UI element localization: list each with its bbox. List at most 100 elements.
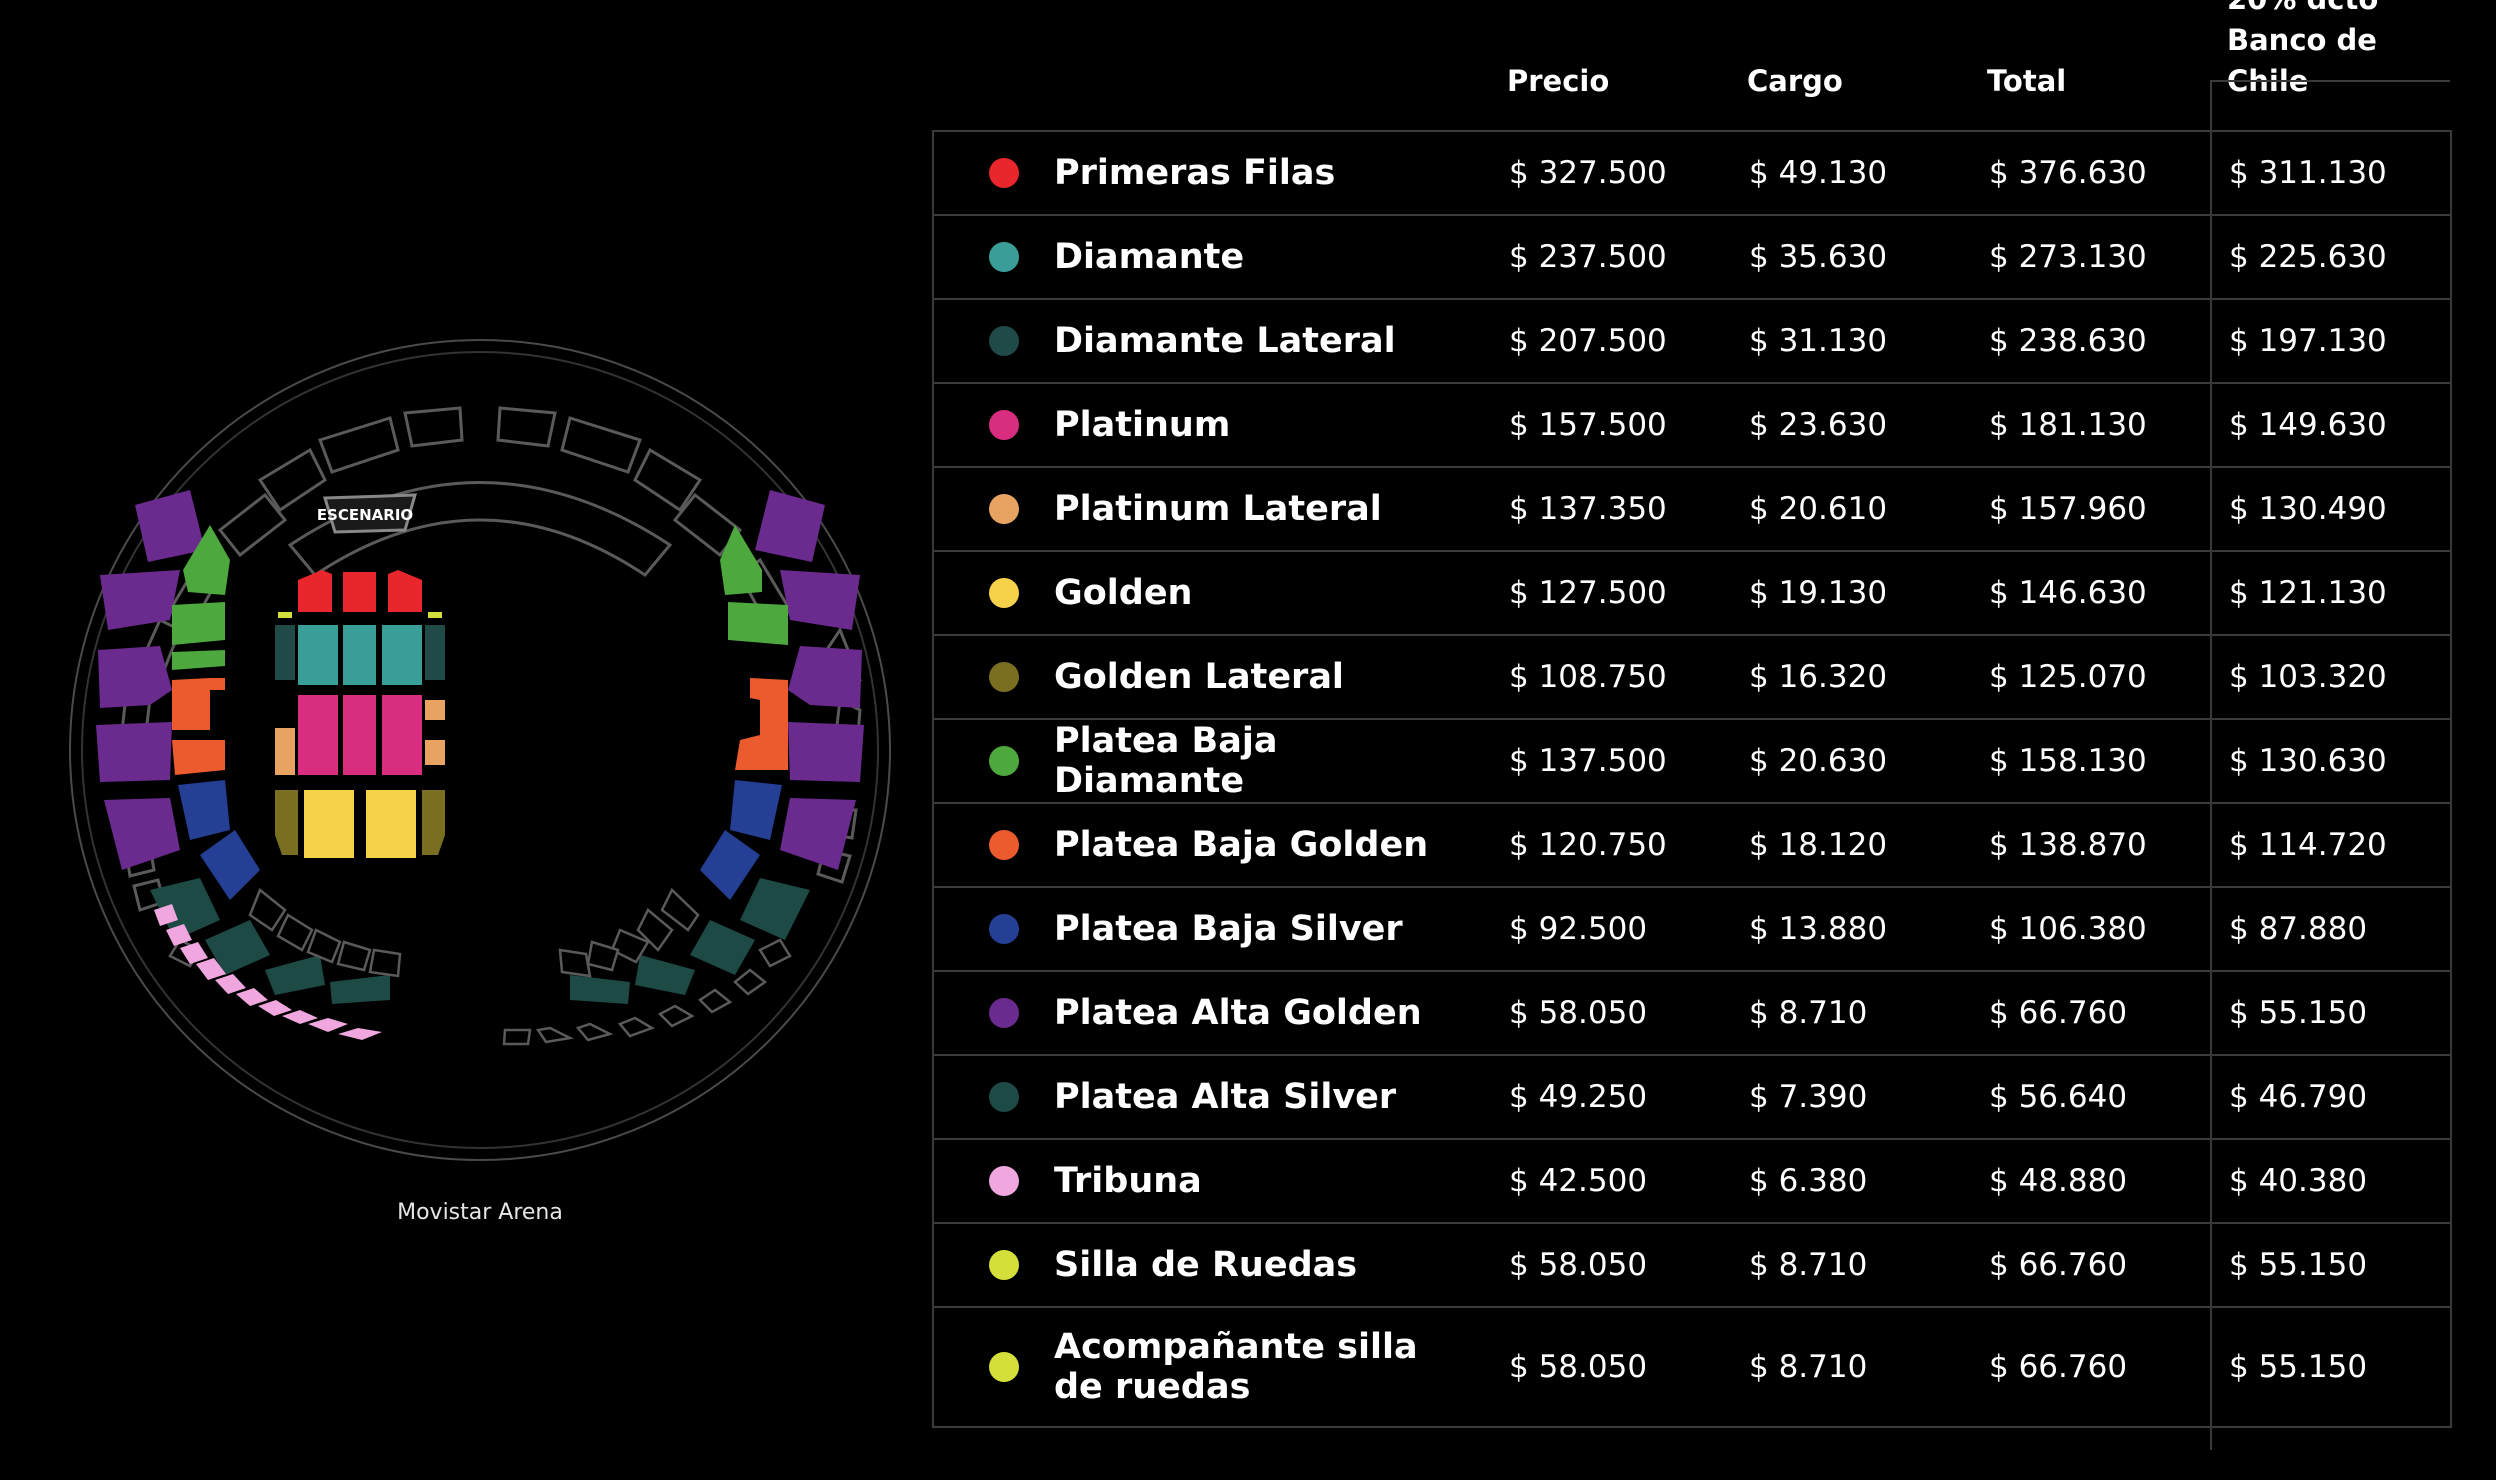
zone-color-dot xyxy=(989,326,1019,356)
zone-color-dot xyxy=(989,1352,1019,1382)
cell-cargo: $ 49.130 xyxy=(1749,155,1888,191)
zone-name: Diamante Lateral xyxy=(1054,321,1396,361)
cell-total: $ 157.960 xyxy=(1989,491,2147,527)
table-row: Platinum $ 157.500 $ 23.630 $ 181.130 $ 149.… xyxy=(934,384,2450,468)
table-row: Platea Baja Diamante $ 137.500 $ 20.630 $ 1… xyxy=(934,720,2450,804)
zone-name: Platea Baja Silver xyxy=(1054,909,1403,949)
zone-name: Platea Alta Silver xyxy=(1054,1077,1397,1117)
cell-discount: $ 130.630 xyxy=(2229,743,2387,779)
zone-color-dot xyxy=(989,1082,1019,1112)
zone-color-dot xyxy=(989,1250,1019,1280)
cell-total: $ 158.130 xyxy=(1989,743,2147,779)
diamante-lateral-sections[interactable] xyxy=(275,625,445,680)
table-row: Platea Alta Silver $ 49.250 $ 7.390 $ 56.64… xyxy=(934,1056,2450,1140)
stage-shape xyxy=(323,493,418,534)
cell-discount: $ 130.490 xyxy=(2229,491,2387,527)
cell-discount: $ 55.150 xyxy=(2229,1349,2368,1385)
cell-total: $ 273.130 xyxy=(1989,239,2147,275)
cell-total: $ 181.130 xyxy=(1989,407,2147,443)
zone-color-dot xyxy=(989,494,1019,524)
primeras-filas-sections[interactable] xyxy=(298,570,422,612)
platea-baja-silver-sections[interactable] xyxy=(178,780,782,900)
cell-cargo: $ 31.130 xyxy=(1749,323,1888,359)
cell-cargo: $ 16.320 xyxy=(1749,659,1888,695)
table-row: Platea Alta Golden $ 58.050 $ 8.710 $ 66.76… xyxy=(934,972,2450,1056)
table-row: Platea Baja Golden $ 120.750 $ 18.120 $ 138… xyxy=(934,804,2450,888)
price-table: Precio Cargo Total 20% dcto Banco de Chi… xyxy=(932,0,2452,1450)
platea-baja-golden-sections[interactable] xyxy=(172,678,788,775)
cell-precio: $ 207.500 xyxy=(1509,323,1667,359)
zone-name: Platea Baja Diamante xyxy=(1054,721,1278,801)
stage-label: ESCENARIO xyxy=(317,506,413,524)
table-row: Acompañante silla de ruedas $ 58.050 $ 8.7… xyxy=(934,1308,2450,1426)
cell-precio: $ 108.750 xyxy=(1509,659,1667,695)
table-row: Platea Baja Silver $ 92.500 $ 13.880 $ 106.… xyxy=(934,888,2450,972)
table-row: Silla de Ruedas $ 58.050 $ 8.710 $ 66.760 $ … xyxy=(934,1224,2450,1308)
zone-name: Primeras Filas xyxy=(1054,153,1336,193)
cell-precio: $ 137.350 xyxy=(1509,491,1667,527)
zone-name: Platinum xyxy=(1054,405,1231,445)
platinum-sections[interactable] xyxy=(298,695,422,775)
cell-total: $ 66.760 xyxy=(1989,1349,2128,1385)
cell-precio: $ 120.750 xyxy=(1509,827,1667,863)
zone-color-dot xyxy=(989,830,1019,860)
cell-precio: $ 58.050 xyxy=(1509,1247,1648,1283)
header-total: Total xyxy=(1987,64,2067,98)
cell-cargo: $ 6.380 xyxy=(1749,1163,1868,1199)
platea-alta-golden-sections[interactable] xyxy=(96,490,864,870)
table-row: Diamante $ 237.500 $ 35.630 $ 273.130 $ 225.… xyxy=(934,216,2450,300)
golden-sections[interactable] xyxy=(304,790,416,858)
cell-discount: $ 55.150 xyxy=(2229,995,2368,1031)
silla-de-ruedas-markers[interactable] xyxy=(278,612,442,618)
platea-baja-diamante-sections[interactable] xyxy=(172,525,788,670)
zone-name: Golden Lateral xyxy=(1054,657,1344,697)
zone-name: Acompañante silla de ruedas xyxy=(1054,1327,1418,1407)
zone-name: Platinum Lateral xyxy=(1054,489,1382,529)
cell-total: $ 238.630 xyxy=(1989,323,2147,359)
cell-precio: $ 58.050 xyxy=(1509,995,1648,1031)
platinum-lateral-sections[interactable] xyxy=(275,700,445,775)
cell-cargo: $ 8.710 xyxy=(1749,1349,1868,1385)
cell-total: $ 66.760 xyxy=(1989,995,2128,1031)
cell-precio: $ 49.250 xyxy=(1509,1079,1648,1115)
cell-precio: $ 92.500 xyxy=(1509,911,1648,947)
zone-color-dot xyxy=(989,410,1019,440)
lower-unassigned-sections xyxy=(168,887,792,1046)
zone-color-dot xyxy=(989,578,1019,608)
zone-color-dot xyxy=(989,746,1019,776)
header-precio: Precio xyxy=(1507,64,1610,98)
zone-color-dot xyxy=(989,158,1019,188)
zone-color-dot xyxy=(989,914,1019,944)
cell-discount: $ 197.130 xyxy=(2229,323,2387,359)
diamante-sections[interactable] xyxy=(298,625,422,685)
table-body: Primeras Filas $ 327.500 $ 49.130 $ 376.630… xyxy=(932,130,2452,1428)
zone-color-dot xyxy=(989,662,1019,692)
cell-discount: $ 121.130 xyxy=(2229,575,2387,611)
outer-ring xyxy=(69,339,891,1161)
cell-cargo: $ 8.710 xyxy=(1749,995,1868,1031)
cell-total: $ 376.630 xyxy=(1989,155,2147,191)
zone-name: Platea Baja Golden xyxy=(1054,825,1429,865)
cell-discount: $ 114.720 xyxy=(2229,827,2387,863)
table-row: Platinum Lateral $ 137.350 $ 20.610 $ 157.9… xyxy=(934,468,2450,552)
zone-color-dot xyxy=(989,998,1019,1028)
cell-precio: $ 327.500 xyxy=(1509,155,1667,191)
cell-cargo: $ 20.610 xyxy=(1749,491,1888,527)
zone-name: Platea Alta Golden xyxy=(1054,993,1422,1033)
cell-discount: $ 87.880 xyxy=(2229,911,2368,947)
platea-alta-silver-sections[interactable] xyxy=(150,878,810,1004)
cell-discount: $ 46.790 xyxy=(2229,1079,2368,1115)
cell-total: $ 48.880 xyxy=(1989,1163,2128,1199)
cell-cargo: $ 7.390 xyxy=(1749,1079,1868,1115)
zone-name: Diamante xyxy=(1054,237,1245,277)
cell-precio: $ 58.050 xyxy=(1509,1349,1648,1385)
header-discount-line2: Banco de Chile xyxy=(2227,23,2377,98)
cell-cargo: $ 23.630 xyxy=(1749,407,1888,443)
table-row: Diamante Lateral $ 207.500 $ 31.130 $ 238.6… xyxy=(934,300,2450,384)
venue-seating-map: ESCENARIO xyxy=(60,330,900,1170)
inner-ring xyxy=(81,351,879,1149)
cell-cargo: $ 13.880 xyxy=(1749,911,1888,947)
golden-lateral-sections[interactable] xyxy=(275,790,445,855)
cell-discount: $ 311.130 xyxy=(2229,155,2387,191)
tribuna-sections[interactable] xyxy=(154,904,382,1040)
